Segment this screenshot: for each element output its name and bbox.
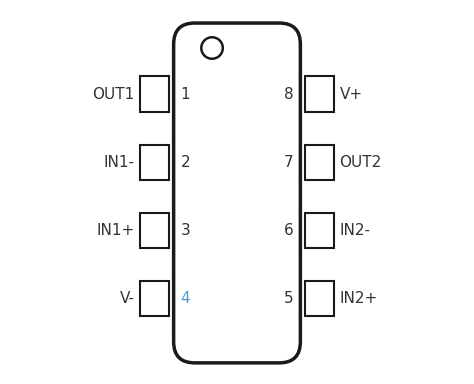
Text: 7: 7 [284, 155, 293, 170]
Text: 4: 4 [181, 291, 190, 306]
Text: V+: V+ [339, 86, 363, 102]
Bar [305, 213, 334, 248]
Bar [305, 281, 334, 316]
Text: IN1+: IN1+ [96, 223, 135, 238]
Text: IN2-: IN2- [339, 223, 371, 238]
Text: 6: 6 [284, 223, 293, 238]
Bar [140, 281, 169, 316]
Bar [140, 76, 169, 112]
Bar [305, 76, 334, 112]
Text: OUT2: OUT2 [339, 155, 382, 170]
FancyBboxPatch shape [173, 23, 301, 363]
Text: OUT1: OUT1 [92, 86, 135, 102]
Text: 2: 2 [181, 155, 190, 170]
Text: 3: 3 [181, 223, 190, 238]
Text: 8: 8 [284, 86, 293, 102]
Text: 1: 1 [181, 86, 190, 102]
Text: IN1-: IN1- [103, 155, 135, 170]
Bar [140, 145, 169, 180]
Bar [305, 145, 334, 180]
Text: IN2+: IN2+ [339, 291, 378, 306]
Bar [140, 213, 169, 248]
Text: V-: V- [119, 291, 135, 306]
Text: 5: 5 [284, 291, 293, 306]
